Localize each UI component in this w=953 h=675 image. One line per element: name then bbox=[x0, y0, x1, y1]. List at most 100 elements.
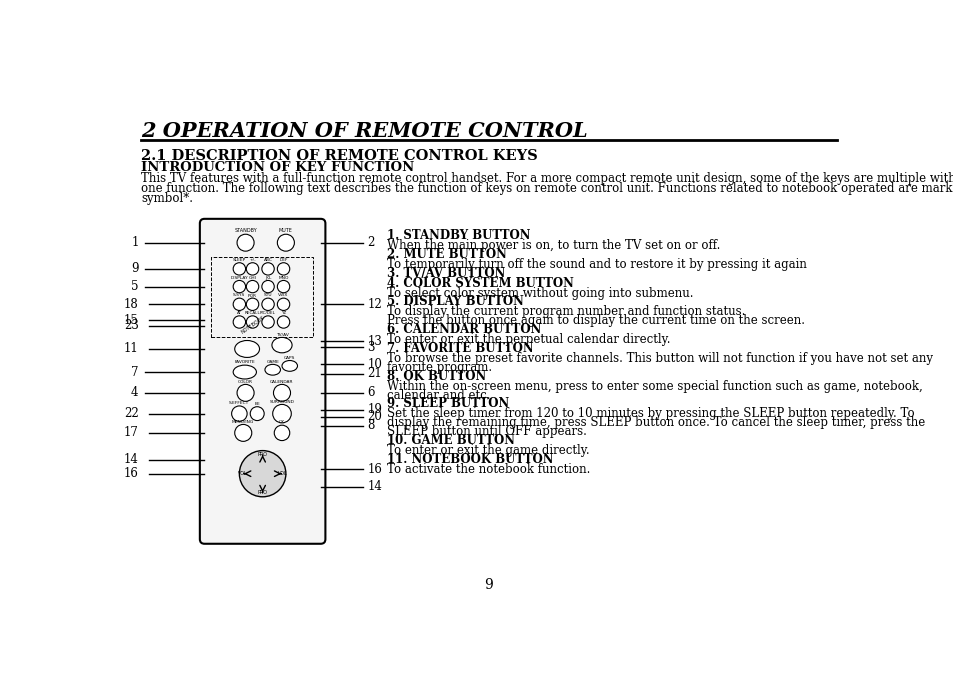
Text: STU: STU bbox=[264, 294, 272, 298]
Text: FAVORITE: FAVORITE bbox=[234, 360, 254, 365]
FancyBboxPatch shape bbox=[199, 219, 325, 544]
Circle shape bbox=[232, 406, 247, 421]
Text: 2.1 DESCRIPTION OF REMOTE CONTROL KEYS: 2.1 DESCRIPTION OF REMOTE CONTROL KEYS bbox=[141, 148, 537, 163]
Text: PRO: PRO bbox=[257, 491, 268, 495]
Text: symbol*.: symbol*. bbox=[141, 192, 193, 205]
Circle shape bbox=[274, 425, 290, 441]
Circle shape bbox=[274, 384, 291, 402]
Text: 5. DISPLAY BUTTON: 5. DISPLAY BUTTON bbox=[386, 296, 523, 308]
Text: 11. NOTEBOOK BUTTON: 11. NOTEBOOK BUTTON bbox=[386, 453, 553, 466]
Circle shape bbox=[236, 384, 253, 402]
Text: SURROUND: SURROUND bbox=[270, 400, 294, 404]
Text: 5: 5 bbox=[131, 280, 138, 293]
Text: STANDBY: STANDBY bbox=[233, 228, 256, 234]
Ellipse shape bbox=[282, 360, 297, 371]
Text: To browse the preset favorite channels. This button will not function if you hav: To browse the preset favorite channels. … bbox=[386, 352, 932, 365]
Text: COLOR: COLOR bbox=[238, 379, 253, 383]
Text: PRO: PRO bbox=[257, 452, 268, 457]
Text: To enter or exit the game directly.: To enter or exit the game directly. bbox=[386, 444, 589, 457]
Circle shape bbox=[246, 316, 258, 328]
Text: To select color system without going into submenu.: To select color system without going int… bbox=[386, 287, 693, 300]
Text: CAPS: CAPS bbox=[284, 356, 295, 360]
Text: 2: 2 bbox=[367, 236, 375, 249]
Text: 2. MUTE BUTTON: 2. MUTE BUTTON bbox=[386, 248, 506, 261]
Text: 8: 8 bbox=[367, 419, 375, 433]
Text: SLEEP button until OFF appears.: SLEEP button until OFF appears. bbox=[386, 425, 586, 438]
Text: Within the on-screen menu, press to enter some special function such as game, no: Within the on-screen menu, press to ente… bbox=[386, 380, 922, 393]
Text: 11: 11 bbox=[124, 342, 138, 356]
Text: favorite program.: favorite program. bbox=[386, 361, 491, 374]
Circle shape bbox=[277, 234, 294, 251]
Text: 13: 13 bbox=[367, 335, 382, 348]
Text: MUTE: MUTE bbox=[278, 228, 293, 234]
Text: display the remaining time, press SLEEP button once. To cancel the sleep timer, : display the remaining time, press SLEEP … bbox=[386, 416, 923, 429]
Text: 16: 16 bbox=[124, 467, 138, 480]
Text: 12: 12 bbox=[367, 298, 381, 310]
Text: 19: 19 bbox=[367, 403, 382, 416]
Text: 1: 1 bbox=[132, 236, 138, 249]
Circle shape bbox=[234, 425, 252, 441]
Circle shape bbox=[273, 404, 291, 423]
Text: 10: 10 bbox=[367, 358, 382, 371]
Ellipse shape bbox=[233, 365, 256, 379]
Text: SLEEP: SLEEP bbox=[233, 258, 246, 262]
Text: OK: OK bbox=[278, 421, 285, 425]
Text: 3. TV/AV BUTTON: 3. TV/AV BUTTON bbox=[386, 267, 504, 279]
Circle shape bbox=[233, 298, 245, 311]
Text: 9: 9 bbox=[484, 578, 493, 591]
Text: 15: 15 bbox=[124, 314, 138, 327]
Text: To display the current program number and function status.: To display the current program number an… bbox=[386, 306, 744, 319]
Text: calendar and etc.: calendar and etc. bbox=[386, 389, 490, 402]
Text: Set the sleep timer from 120 to 10 minutes by pressing the SLEEP button repeated: Set the sleep timer from 120 to 10 minut… bbox=[386, 408, 913, 421]
Circle shape bbox=[236, 234, 253, 251]
Circle shape bbox=[261, 280, 274, 293]
Text: 16: 16 bbox=[367, 462, 382, 476]
Text: AT: AT bbox=[236, 311, 242, 315]
Text: RECALL: RECALL bbox=[244, 311, 260, 315]
Text: BE: BE bbox=[254, 402, 260, 406]
Text: NOTEBOOK: NOTEBOOK bbox=[240, 315, 266, 335]
Text: JKL: JKL bbox=[265, 275, 271, 279]
Text: ABC: ABC bbox=[263, 258, 273, 262]
Circle shape bbox=[261, 316, 274, 328]
Text: 4: 4 bbox=[131, 386, 138, 400]
Text: +/-: +/- bbox=[249, 258, 255, 262]
Circle shape bbox=[261, 298, 274, 311]
Text: PIC/DEL: PIC/DEL bbox=[260, 311, 275, 315]
Text: 1. STANDBY BUTTON: 1. STANDBY BUTTON bbox=[386, 229, 530, 242]
Circle shape bbox=[246, 298, 258, 311]
Text: This TV features with a full-function remote control handset. For a more compact: This TV features with a full-function re… bbox=[141, 172, 953, 185]
Text: S.SYS: S.SYS bbox=[233, 294, 245, 298]
Text: MENU/ING: MENU/ING bbox=[232, 420, 254, 424]
Ellipse shape bbox=[234, 340, 259, 358]
Text: 17: 17 bbox=[124, 427, 138, 439]
Ellipse shape bbox=[272, 338, 292, 353]
Text: 6: 6 bbox=[367, 386, 375, 400]
Circle shape bbox=[233, 263, 245, 275]
Text: INTRODUCTION OF KEY FUNCTION: INTRODUCTION OF KEY FUNCTION bbox=[141, 161, 414, 174]
Text: 10. GAME BUTTON: 10. GAME BUTTON bbox=[386, 434, 514, 447]
Text: CALENDAR: CALENDAR bbox=[270, 379, 294, 383]
Text: To activate the notebook function.: To activate the notebook function. bbox=[386, 463, 589, 476]
Text: 18: 18 bbox=[124, 298, 138, 310]
Text: DISPLAY: DISPLAY bbox=[231, 275, 248, 279]
Text: one function. The following text describes the function of keys on remote contro: one function. The following text describ… bbox=[141, 182, 953, 195]
Text: 4. COLOR SYSTEM BUTTON: 4. COLOR SYSTEM BUTTON bbox=[386, 277, 573, 290]
Text: DEF: DEF bbox=[279, 258, 288, 262]
Text: YZ: YZ bbox=[280, 311, 286, 315]
Circle shape bbox=[277, 263, 290, 275]
Circle shape bbox=[239, 451, 286, 497]
Text: 9: 9 bbox=[131, 263, 138, 275]
Text: 14: 14 bbox=[367, 481, 382, 493]
Circle shape bbox=[246, 280, 258, 293]
Text: 7. FAVORITE BUTTON: 7. FAVORITE BUTTON bbox=[386, 342, 533, 355]
Text: 23: 23 bbox=[124, 319, 138, 332]
Text: VWX: VWX bbox=[278, 294, 289, 298]
Text: 8. OK BUTTON: 8. OK BUTTON bbox=[386, 370, 485, 383]
Text: GHI: GHI bbox=[249, 275, 256, 279]
Text: VOL: VOL bbox=[277, 471, 288, 476]
Text: 22: 22 bbox=[124, 407, 138, 420]
Text: 9. SLEEP BUTTON: 9. SLEEP BUTTON bbox=[386, 398, 508, 410]
Circle shape bbox=[233, 316, 245, 328]
Text: Press the button once again to display the current time on the screen.: Press the button once again to display t… bbox=[386, 315, 803, 327]
